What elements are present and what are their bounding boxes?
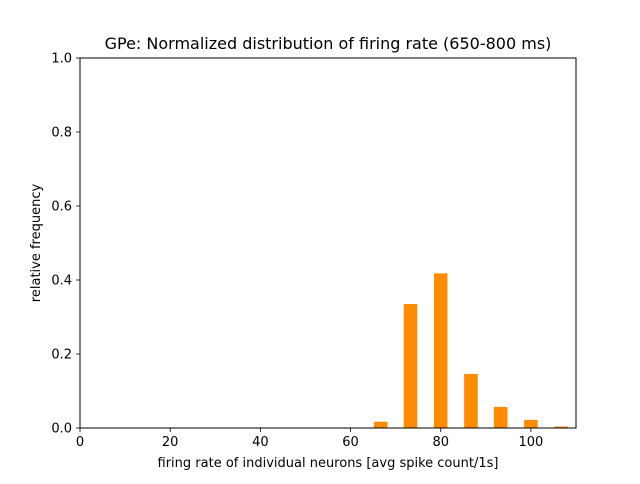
x-tick-label-5: 100 [518, 435, 543, 450]
bar-0-6 [554, 426, 568, 428]
x-tick-label-0: 0 [76, 435, 84, 450]
y-tick-label-4: 0.8 [51, 126, 72, 141]
bars-layer [373, 273, 568, 428]
bar-0-2 [433, 273, 448, 428]
bar-0-4 [493, 406, 508, 428]
y-tick-label-3: 0.6 [51, 200, 72, 215]
x-tick-label-4: 80 [432, 435, 449, 450]
y-tick-label-2: 0.4 [51, 274, 72, 289]
y-axis-ticks: 0.0 0.2 0.4 0.6 0.8 1.0 [51, 52, 80, 437]
x-tick-label-2: 40 [252, 435, 269, 450]
bar-0-0 [373, 421, 388, 428]
x-axis-label: firing rate of individual neurons [avg s… [158, 456, 499, 471]
x-tick-label-1: 20 [162, 435, 179, 450]
bar-0-1 [403, 304, 418, 428]
y-axis-label: relative frequency [29, 184, 44, 303]
chart-title: GPe: Normalized distribution of firing r… [105, 34, 552, 53]
x-tick-label-3: 60 [342, 435, 359, 450]
x-axis-ticks: 0 20 40 60 80 100 [76, 428, 543, 450]
bar-0-5 [524, 419, 538, 428]
y-tick-label-5: 1.0 [51, 52, 72, 67]
plot-frame [79, 57, 577, 429]
bar-0-3 [464, 373, 478, 428]
y-tick-label-0: 0.0 [51, 422, 72, 437]
y-tick-label-1: 0.2 [51, 348, 72, 363]
